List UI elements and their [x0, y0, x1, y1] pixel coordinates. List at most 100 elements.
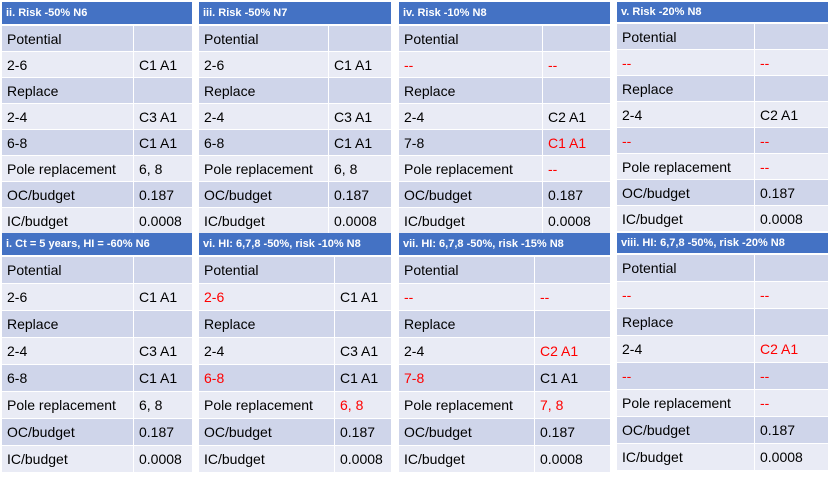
table-row: 6-8 C1 A1 — [2, 365, 192, 392]
row-value-cell — [755, 76, 828, 101]
row-value-cell: 0.0008 — [334, 212, 377, 229]
row-label-cell: 6-8 — [199, 365, 335, 391]
table-row: IC/budget 0.0008 — [2, 446, 192, 473]
row-label-cell: -- — [399, 52, 543, 77]
row-label-cell: IC/budget — [2, 446, 134, 472]
row-label-cell: Pole replacement — [2, 392, 134, 418]
row-label-cell: IC/budget — [399, 446, 535, 472]
row-label-cell: IC/budget — [199, 446, 335, 472]
row-label-cell: 2-6 — [2, 284, 134, 310]
row-label-cell: Pole replacement — [199, 156, 329, 181]
row-label-cell: OC/budget — [399, 419, 535, 445]
table-row: -- -- — [617, 363, 828, 390]
table-row: 2-4 C2 A1 — [617, 102, 828, 128]
table-row: Pole replacement -- — [617, 154, 828, 180]
table-row: 6-8 C1 A1 — [2, 130, 192, 156]
row-value-cell: -- — [760, 158, 770, 175]
row-value-cell: 6, 8 — [139, 160, 163, 177]
table-row: 2-4 C2 A1 — [399, 338, 610, 365]
table-row: Replace — [399, 311, 610, 338]
table-row: Pole replacement 6, 8 — [2, 392, 192, 419]
row-value-cell — [543, 78, 610, 103]
row-label-cell: Pole replacement — [2, 156, 134, 181]
table-row: 2-4 C2 A1 — [617, 336, 828, 363]
table-row: 2-4 C2 A1 — [399, 104, 610, 130]
table-rows: Potential 2-6 C1 A1 Replace 2-4 C3 A1 6-8 C1 A1… — [199, 257, 391, 473]
row-value-cell: C1 A1 — [340, 370, 379, 386]
row-label-cell: Replace — [199, 78, 329, 103]
row-label-cell: 2-4 — [199, 338, 335, 364]
row-label-cell: 2-6 — [2, 52, 134, 77]
table-rows: Potential -- -- Replace 2-4 C2 A1 -- -- Pole rep… — [617, 24, 828, 232]
row-value-cell: 0.0008 — [548, 212, 591, 229]
row-label-cell: 2-4 — [617, 102, 755, 127]
table-row: Potential — [617, 24, 828, 50]
row-value-cell — [329, 78, 391, 103]
table-row: IC/budget 0.0008 — [399, 446, 610, 473]
row-value-cell — [755, 24, 828, 49]
row-value-cell: C1 A1 — [139, 289, 178, 305]
row-label-cell: 6-8 — [2, 365, 134, 391]
row-value-cell: 0.0008 — [540, 451, 583, 467]
row-value-cell: C1 A1 — [340, 289, 379, 305]
table-row: IC/budget 0.0008 — [617, 444, 828, 471]
row-value-cell — [535, 311, 610, 337]
row-value-cell: -- — [548, 160, 558, 177]
table-row: IC/budget 0.0008 — [199, 446, 391, 473]
row-value-cell — [755, 309, 828, 335]
table-row: Potential — [2, 257, 192, 284]
table-row: Pole replacement -- — [399, 156, 610, 182]
table-row: -- -- — [617, 282, 828, 309]
table-row: -- -- — [617, 50, 828, 76]
row-value-cell: 0.187 — [139, 186, 175, 203]
row-value-cell: 6, 8 — [340, 397, 364, 413]
row-value-cell: 0.0008 — [139, 451, 182, 467]
row-label-cell: Potential — [617, 24, 755, 49]
row-value-cell: C3 A1 — [139, 343, 178, 359]
table-row: IC/budget 0.0008 — [2, 208, 192, 234]
row-value-cell: C1 A1 — [548, 134, 587, 151]
row-value-cell — [335, 311, 391, 337]
table-row: IC/budget 0.0008 — [617, 206, 828, 232]
row-label-cell: Pole replacement — [617, 154, 755, 179]
row-value-cell — [134, 78, 192, 103]
table-rows: Potential -- -- Replace 2-4 C2 A1 7-8 C1 A1 Pole… — [399, 257, 610, 473]
table-rows: Potential 2-6 C1 A1 Replace 2-4 C3 A1 6-8 C1 A1… — [2, 26, 192, 234]
table-row: 7-8 C1 A1 — [399, 130, 610, 156]
table-row: Replace — [2, 78, 192, 104]
row-label-cell: Potential — [399, 257, 535, 283]
row-value-cell: 0.0008 — [760, 449, 803, 465]
row-label-cell: Potential — [2, 26, 134, 51]
row-label-cell: Pole replacement — [399, 156, 543, 181]
row-value-cell — [134, 26, 192, 51]
table-row: 6-8 C1 A1 — [199, 365, 391, 392]
table-row: Pole replacement -- — [617, 390, 828, 417]
row-label-cell: IC/budget — [199, 208, 329, 233]
row-label-cell: Replace — [199, 311, 335, 337]
row-label-cell: OC/budget — [399, 182, 543, 207]
table-row: OC/budget 0.187 — [199, 182, 391, 208]
row-label-cell: 2-4 — [399, 338, 535, 364]
row-value-cell: C2 A1 — [760, 106, 799, 123]
row-value-cell: C3 A1 — [139, 108, 178, 125]
row-value-cell: -- — [760, 54, 770, 71]
table-row: 2-6 C1 A1 — [199, 284, 391, 311]
row-label-cell: Potential — [399, 26, 543, 51]
panel-title: i. Ct = 5 years, HI = -60% N6 — [2, 233, 192, 255]
row-label-cell: OC/budget — [2, 419, 134, 445]
table-row: Pole replacement 7, 8 — [399, 392, 610, 419]
table-row: Pole replacement 6, 8 — [2, 156, 192, 182]
row-value-cell: 0.187 — [139, 424, 175, 440]
panel-title: v. Risk -20% N8 — [617, 2, 828, 22]
row-value-cell — [329, 26, 391, 51]
row-label-cell: Replace — [399, 311, 535, 337]
row-value-cell: 0.187 — [760, 422, 796, 438]
row-value-cell: 0.0008 — [340, 451, 383, 467]
row-value-cell: -- — [548, 56, 558, 73]
row-value-cell: C1 A1 — [139, 56, 178, 73]
table-row: 2-6 C1 A1 — [2, 284, 192, 311]
row-value-cell: 0.187 — [548, 186, 584, 203]
row-value-cell: C1 A1 — [540, 370, 579, 386]
row-value-cell: 0.187 — [760, 184, 796, 201]
table-row: 2-6 C1 A1 — [2, 52, 192, 78]
